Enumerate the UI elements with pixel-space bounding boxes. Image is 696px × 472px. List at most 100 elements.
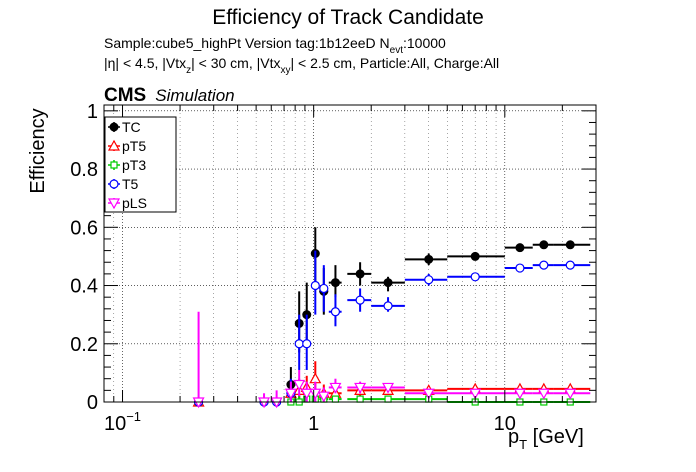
data-marker: [470, 272, 480, 282]
subtitle-line1-part1: Sample:cube5_highPt Version tag:1b12eeD …: [104, 35, 390, 51]
data-point: [317, 387, 330, 403]
data-point: [404, 395, 448, 403]
data-point: [371, 382, 405, 394]
subtitle-line1-subscript: evt: [390, 45, 404, 56]
data-point: [404, 253, 448, 266]
x-tick-label-exponent: −1: [126, 409, 141, 424]
grid-lines: [103, 105, 597, 402]
plot-frame: [103, 104, 597, 403]
legend-label: TC: [122, 119, 141, 135]
data-marker: [383, 301, 393, 311]
legend-label: pLS: [122, 195, 147, 211]
data-marker: [564, 388, 577, 400]
data-marker: [319, 283, 329, 294]
data-point: [504, 388, 533, 400]
data-point: [553, 388, 591, 400]
data-point: [404, 273, 448, 286]
legend-entry-pt5: pT5: [107, 138, 146, 154]
subtitle-line2-part3: | < 2.5 cm, Particle:All, Charge:All: [290, 55, 499, 71]
x-axis-title-subscript: T: [519, 437, 527, 452]
legend-entry-tc: TC: [108, 119, 141, 135]
data-point: [371, 395, 405, 403]
data-point: [347, 381, 372, 394]
data-marker: [537, 388, 550, 400]
x-tick-label-base: 10: [494, 413, 516, 435]
data-point: [371, 276, 405, 292]
data-marker: [515, 263, 525, 273]
data-point: [347, 395, 372, 403]
data-marker: [513, 388, 526, 400]
data-point: [328, 294, 342, 327]
chart-title: Efficiency of Track Candidate: [212, 6, 484, 29]
y-tick-label: 1: [87, 101, 98, 123]
y-tick-label: 0.4: [70, 276, 98, 298]
data-marker: [331, 395, 340, 403]
legend-marker: [109, 179, 119, 189]
y-tick-label: 0.8: [70, 159, 98, 181]
plot-area-data: [192, 227, 591, 409]
simulation-text: Simulation: [155, 86, 234, 105]
legend-box: [104, 116, 177, 213]
data-point: [504, 263, 533, 273]
data-point: [295, 396, 303, 406]
x-tick-label-base: 1: [308, 413, 319, 435]
series-pls: [192, 311, 591, 409]
data-point: [447, 251, 505, 261]
data-marker: [300, 388, 313, 400]
data-marker: [565, 260, 575, 270]
data-point: [310, 250, 320, 315]
cms-label: CMS Simulation: [104, 85, 235, 106]
legend-entry-pt3: pT3: [108, 157, 146, 173]
data-point: [553, 260, 591, 270]
legend: TC pT5 pT3 T5 pLS: [104, 116, 177, 213]
data-marker: [384, 395, 392, 403]
y-tick-label: 0.2: [70, 334, 98, 356]
data-point: [319, 265, 329, 312]
data-marker: [382, 382, 395, 394]
data-point: [532, 240, 554, 250]
legend-marker: [109, 122, 119, 132]
data-point: [328, 378, 342, 394]
subtitle-line2-subscript-xy: xy: [280, 65, 290, 76]
data-point: [404, 388, 448, 400]
data-marker: [424, 254, 434, 264]
data-marker: [293, 379, 306, 391]
y-axis-title: Efficiency: [27, 108, 49, 193]
data-point: [302, 314, 312, 370]
subtitle-line2-subscript-z: z: [186, 65, 191, 76]
data-marker: [383, 278, 393, 288]
x-tick-label-base: 10: [104, 413, 126, 435]
legend-marker: [107, 198, 121, 210]
data-marker: [469, 388, 482, 400]
data-marker: [355, 295, 365, 305]
data-marker: [330, 278, 340, 288]
data-point: [532, 260, 554, 270]
data-marker: [294, 339, 304, 349]
legend-marker: [110, 161, 118, 169]
data-point: [447, 388, 505, 400]
data-marker: [330, 307, 341, 317]
legend-entry-pls: pLS: [107, 195, 147, 211]
data-marker: [317, 391, 330, 403]
axis-ticks: 10−1 1 1000.20.40.60.81: [70, 101, 597, 435]
data-marker: [354, 382, 367, 394]
chart-subtitle-line2: |η| < 4.5, |Vtxz| < 30 cm, |Vtxxy| < 2.5…: [104, 55, 499, 76]
legend-label: pT5: [122, 138, 146, 154]
data-marker: [309, 372, 322, 384]
data-marker: [302, 339, 312, 349]
x-axis-title-main: p: [508, 426, 519, 448]
y-tick-label: 0.6: [70, 217, 98, 239]
data-marker: [515, 243, 525, 253]
data-point: [553, 240, 591, 250]
x-tick-label: 10: [494, 413, 516, 435]
series-pt3: [194, 393, 591, 406]
subtitle-line1-part2: :10000: [403, 35, 446, 51]
data-point: [328, 265, 342, 298]
data-point: [347, 262, 372, 286]
subtitle-line2-part1: |η| < 4.5, |Vtx: [104, 55, 186, 71]
data-marker: [309, 388, 322, 400]
data-point: [504, 243, 533, 253]
data-marker: [565, 240, 575, 250]
data-point: [300, 381, 313, 402]
series-tc: [194, 227, 591, 407]
